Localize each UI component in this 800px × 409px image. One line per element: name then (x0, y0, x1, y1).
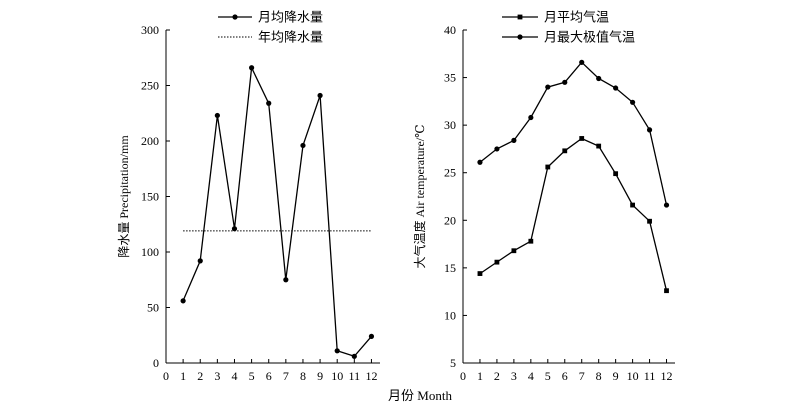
data-point (300, 142, 306, 149)
data-point (494, 259, 500, 265)
x-tick-label: 9 (613, 369, 619, 383)
x-tick-label: 7 (283, 369, 289, 383)
legend-label: 月平均气温 (544, 10, 609, 25)
series-line (479, 61, 668, 206)
x-tick-label: 11 (349, 369, 361, 383)
y-axis-label: 大气温度 Air temperature/℃ (412, 124, 427, 268)
x-tick-label: 7 (579, 369, 585, 383)
data-point (528, 238, 534, 244)
x-tick-label: 3 (511, 369, 517, 383)
data-point (562, 148, 568, 154)
data-point (197, 258, 203, 264)
data-point (613, 171, 619, 177)
x-tick-label: 0 (163, 369, 169, 383)
x-tick-label: 2 (494, 369, 500, 383)
data-point (545, 84, 551, 90)
y-tick-label: 0 (153, 356, 159, 370)
y-axis-label: 降水量 Precipitation/mm (117, 135, 131, 258)
x-tick-label: 12 (365, 369, 377, 383)
data-point (231, 226, 238, 232)
data-point (663, 202, 670, 208)
x-tick-label: 9 (317, 369, 323, 383)
x-tick-label: 0 (460, 369, 466, 383)
y-tick-label: 200 (141, 134, 159, 148)
data-point (351, 353, 357, 359)
data-point (477, 271, 483, 276)
x-tick-label: 5 (545, 369, 551, 383)
data-point (596, 143, 602, 149)
data-point (368, 333, 375, 339)
series-1 (477, 136, 669, 294)
y-tick-label: 50 (147, 301, 159, 315)
x-tick-label: 1 (477, 369, 483, 383)
y-tick-label: 25 (444, 166, 456, 180)
data-point (477, 159, 483, 165)
data-point (579, 136, 585, 141)
data-point (266, 100, 272, 106)
data-point (630, 202, 635, 208)
y-tick-label: 20 (444, 213, 456, 227)
data-point (579, 59, 585, 65)
x-tick-label: 8 (300, 369, 306, 383)
y-tick-label: 40 (444, 23, 456, 37)
y-tick-label: 10 (444, 308, 456, 322)
legend-marker (517, 34, 523, 40)
legend-label: 年均降水量 (258, 30, 323, 45)
x-tick-label: 1 (180, 369, 186, 383)
series-line (182, 65, 372, 358)
legend-label: 月最大极值气温 (544, 30, 635, 45)
x-tick-label: 8 (596, 369, 602, 383)
data-point (214, 112, 220, 119)
y-tick-label: 35 (444, 71, 456, 85)
x-tick-label: 11 (644, 369, 656, 383)
data-point (283, 277, 289, 283)
y-tick-label: 300 (141, 23, 159, 37)
data-point (596, 75, 602, 82)
data-point (180, 298, 186, 304)
y-tick-label: 5 (450, 356, 456, 370)
x-tick-label: 4 (231, 369, 237, 383)
data-point (646, 127, 653, 133)
y-tick-label: 150 (141, 190, 159, 204)
data-point (334, 348, 340, 354)
data-point (613, 85, 619, 91)
data-point (249, 65, 255, 71)
series-1 (180, 65, 375, 359)
data-point (664, 288, 669, 294)
data-point (545, 164, 551, 170)
x-tick-label: 2 (197, 369, 203, 383)
x-tick-label: 12 (661, 369, 673, 383)
data-point (647, 218, 652, 224)
x-tick-label: 4 (528, 369, 534, 383)
data-point (562, 79, 568, 85)
legend-label: 月均降水量 (258, 10, 323, 25)
legend-marker (517, 14, 523, 20)
x-tick-label: 5 (249, 369, 255, 383)
x-tick-label: 3 (214, 369, 220, 383)
data-point (511, 248, 517, 254)
data-point (630, 99, 636, 105)
y-tick-label: 100 (141, 245, 159, 259)
legend-marker (232, 14, 238, 20)
data-point (511, 137, 517, 143)
series-2 (477, 59, 670, 208)
x-tick-label: 6 (562, 369, 568, 383)
data-point (528, 114, 534, 121)
x-tick-label: 10 (331, 369, 343, 383)
y-tick-label: 15 (444, 261, 456, 275)
y-tick-label: 250 (141, 79, 159, 93)
shared-x-axis-label: 月份 Month (388, 388, 452, 403)
x-tick-label: 6 (266, 369, 272, 383)
series-line (479, 137, 668, 291)
data-point (317, 92, 323, 99)
x-tick-label: 10 (627, 369, 639, 383)
data-point (494, 146, 500, 152)
y-tick-label: 30 (444, 118, 456, 132)
